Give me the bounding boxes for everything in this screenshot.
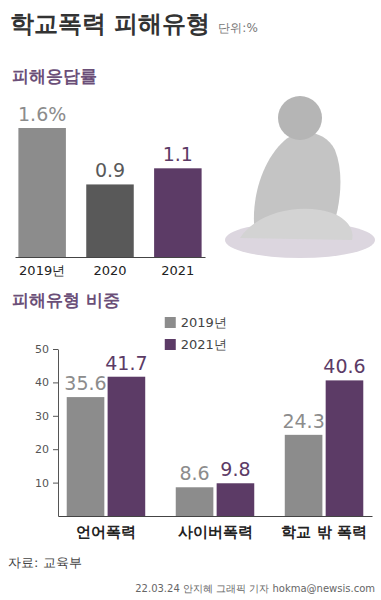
title: 학교폭력 피해유형 xyxy=(10,10,210,38)
bar xyxy=(18,128,65,257)
legend-label: 2021년 xyxy=(181,337,227,352)
illustration-legs xyxy=(240,209,353,240)
data-label: 1.6% xyxy=(18,103,66,125)
x-tick: 사이버폭력 xyxy=(178,523,253,541)
bar xyxy=(285,435,323,516)
data-label: 0.9 xyxy=(95,159,125,181)
legend: 2019년 2021년 xyxy=(165,315,227,352)
bar xyxy=(326,380,364,516)
x-tick-label: 2020 xyxy=(93,263,126,278)
y-tick-label: 10 xyxy=(35,477,49,490)
plot-area xyxy=(67,377,364,516)
y-tick-label: 30 xyxy=(35,410,49,423)
chart: 피해응답률 1.6% 0.9 1.1 2019년 2020 2021 xyxy=(12,66,206,278)
y-tick-mark xyxy=(53,382,58,383)
x-tick-label: 학교 밖 폭력 xyxy=(281,523,366,541)
bar xyxy=(217,483,255,516)
x-tick: 2019년 xyxy=(19,263,65,278)
data-label: 9.8 xyxy=(220,458,250,480)
x-axis-line xyxy=(16,257,206,258)
illustration xyxy=(225,96,375,258)
bar xyxy=(154,168,202,257)
bar xyxy=(108,377,146,516)
x-tick: 2021 xyxy=(161,263,194,278)
x-tick: 언어폭력 xyxy=(76,523,136,541)
data-label: 41.7 xyxy=(105,352,147,374)
y-tick: 20 xyxy=(35,443,58,456)
x-tick: 2020 xyxy=(93,263,126,278)
legend-label: 2019년 xyxy=(181,315,227,330)
x-tick-label: 2019년 xyxy=(19,263,65,278)
y-axis: 10 20 30 40 50 xyxy=(35,343,59,516)
legend-swatch xyxy=(165,317,176,328)
x-axis: 2019년 2020 2021 xyxy=(16,258,206,279)
y-tick-label: 40 xyxy=(35,376,49,389)
y-tick: 10 xyxy=(35,477,58,490)
legend-swatch xyxy=(165,339,176,350)
data-labels: 1.6% 0.9 1.1 xyxy=(18,103,193,181)
bar xyxy=(176,487,214,516)
x-tick: 학교 밖 폭력 xyxy=(281,523,366,541)
source: 자료: 교육부 xyxy=(8,555,82,570)
bar xyxy=(86,184,134,257)
plot-area xyxy=(18,128,201,257)
chart-title: 피해유형 비중 xyxy=(12,290,120,310)
y-tick: 30 xyxy=(35,410,58,423)
y-tick-label: 50 xyxy=(35,343,49,356)
illustration-head xyxy=(278,96,322,140)
y-axis-line xyxy=(58,350,59,517)
y-tick: 50 xyxy=(35,343,58,356)
data-labels: 35.6 8.6 24.3 41.7 9.8 40.6 xyxy=(64,352,365,485)
bar xyxy=(67,397,105,516)
data-label: 1.1 xyxy=(163,143,193,165)
data-label: 8.6 xyxy=(179,462,209,484)
chart-title: 피해응답률 xyxy=(12,66,97,86)
x-tick-label: 사이버폭력 xyxy=(178,523,253,541)
credit: 22.03.24 안지혜 그래픽 기자 hokma@newsis.com xyxy=(135,583,375,594)
data-label: 35.6 xyxy=(64,372,106,394)
y-tick-label: 20 xyxy=(35,443,49,456)
y-tick-mark xyxy=(53,483,58,484)
x-axis: 언어폭력 사이버폭력 학교 밖 폭력 xyxy=(59,517,373,541)
y-tick-mark xyxy=(53,349,58,350)
y-tick-mark xyxy=(53,416,58,417)
data-label: 40.6 xyxy=(323,355,365,377)
y-tick-mark xyxy=(53,449,58,450)
infographic: 학교폭력 피해유형단위:%피해응답률1.6%0.91.12019년2020202… xyxy=(0,0,381,600)
unit: 단위:% xyxy=(218,21,257,35)
x-axis-line xyxy=(59,516,373,517)
y-tick: 40 xyxy=(35,376,58,389)
data-label: 24.3 xyxy=(282,410,324,432)
x-tick-label: 언어폭력 xyxy=(76,523,136,541)
page: 학교폭력 피해유형단위:%피해응답률1.6%0.91.12019년2020202… xyxy=(0,0,381,600)
x-tick-label: 2021 xyxy=(161,263,194,278)
chart: 피해유형 비중 35.6 8.6 24.3 41.7 9.8 40.6 언어폭력 사이버폭력 학교… xyxy=(12,290,373,541)
